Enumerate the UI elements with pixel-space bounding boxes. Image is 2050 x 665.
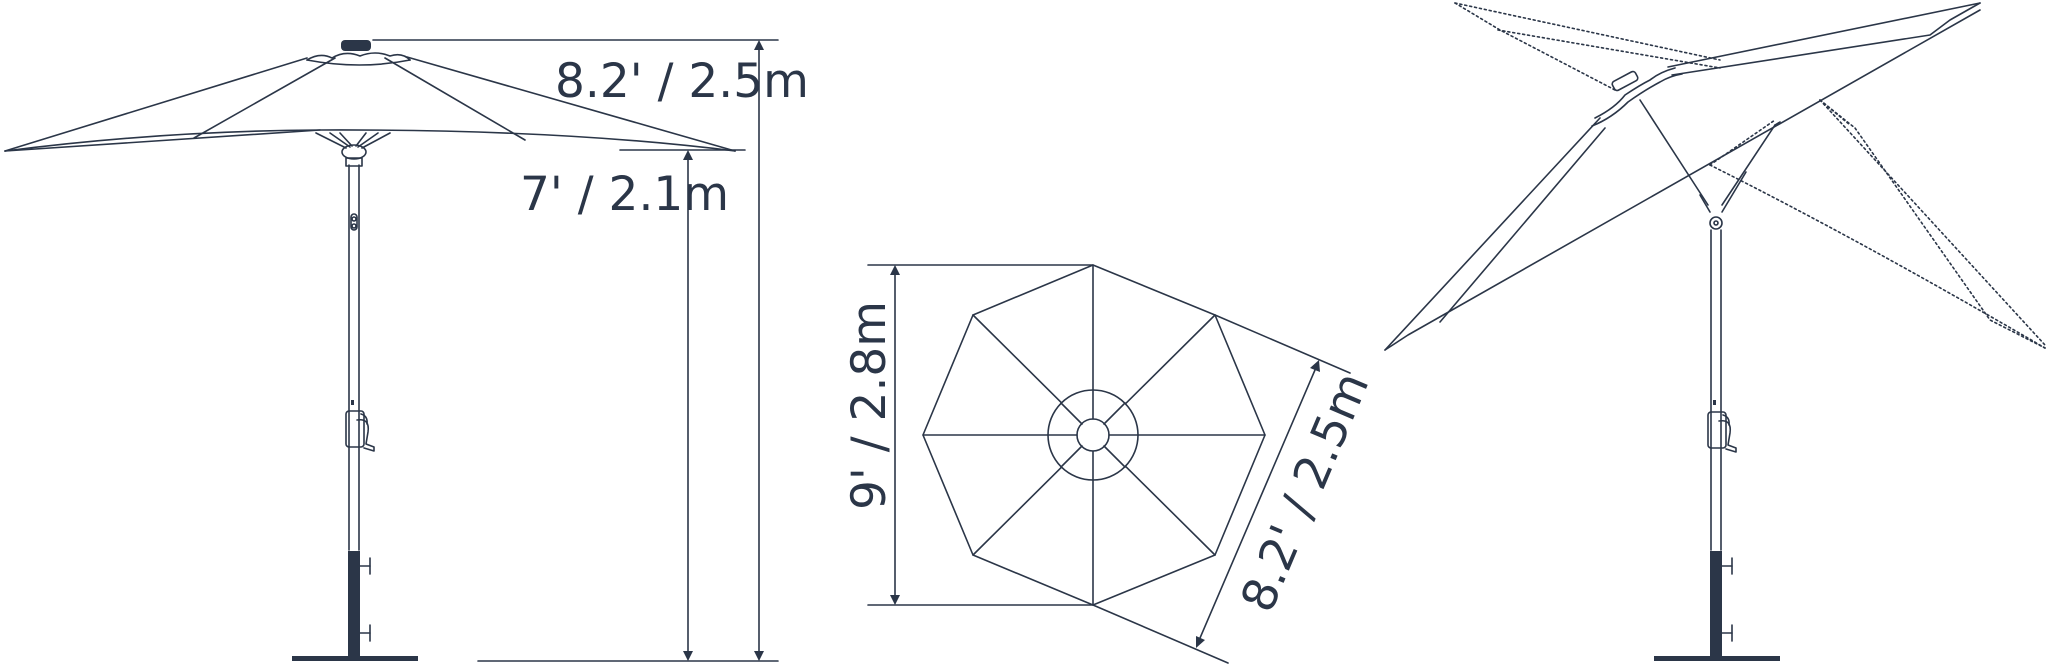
side-length-dimension-line: [1196, 360, 1320, 648]
tilted-view-hinge: [1709, 216, 1723, 230]
tilted-view-untilted-outline: [1454, 2, 2046, 349]
top-view-canopy: [922, 264, 1266, 606]
width-label: 9' / 2.8m: [842, 301, 897, 510]
side-view-base: [292, 551, 418, 661]
width-dimension-line: [890, 265, 900, 605]
top-view-dimensions: [867, 264, 1351, 664]
clearance-height-label: 7' / 2.1m: [520, 167, 729, 222]
side-view-canopy: [4, 52, 736, 152]
top-view-hub-ribs: [1047, 389, 1139, 481]
side-length-label: 8.2' / 2.5m: [1230, 364, 1380, 619]
tilted-view-base: [1654, 551, 1780, 661]
side-view-hub: [315, 132, 391, 167]
side-view-dimensions: [372, 39, 779, 662]
overall-height-label: 8.2' / 2.5m: [555, 54, 809, 109]
tilted-view-canopy: [1384, 2, 1981, 351]
side-view-crank: [345, 410, 375, 452]
tilted-view-pole: [1710, 229, 1722, 551]
side-view-finial: [341, 40, 371, 51]
tilted-view-umbrella: [1384, 2, 2046, 661]
tilted-view-finial: [1611, 70, 1639, 92]
side-view-pole: [348, 164, 360, 551]
tilted-view-crank: [1707, 411, 1737, 453]
clearance-height-dimension-line: [683, 150, 693, 661]
side-view-umbrella: [4, 40, 736, 661]
overall-height-dimension-line: [754, 40, 764, 661]
